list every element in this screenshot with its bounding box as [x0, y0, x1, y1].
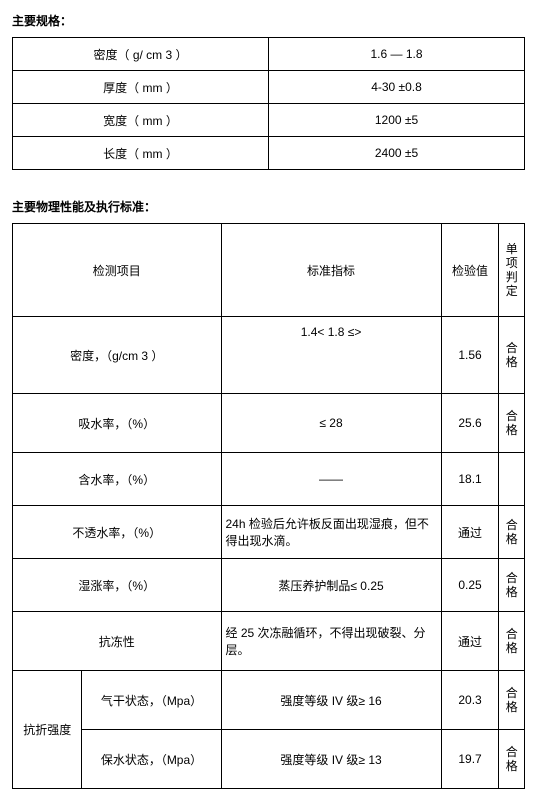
spec-section-title: 主要规格： [12, 12, 525, 29]
spec-label: 长度（ mm ） [13, 137, 269, 170]
perf-item: 吸水率，（%） [13, 394, 222, 453]
perf-std: —— [221, 453, 441, 506]
header-item: 检测项目 [13, 224, 222, 317]
perf-item: 保水状态，（Mpa） [82, 730, 221, 789]
table-row: 含水率，（%） —— 18.1 [13, 453, 525, 506]
table-row: 吸水率，（%） ≤ 28 25.6 合格 [13, 394, 525, 453]
perf-std: 1.4< 1.8 ≤> [221, 317, 441, 394]
perf-std: 强度等级 IV 级≥ 16 [221, 671, 441, 730]
perf-val: 通过 [441, 506, 499, 559]
table-row: 密度，（g/cm 3 ） 1.4< 1.8 ≤> 1.56 合格 [13, 317, 525, 394]
perf-judge: 合格 [499, 671, 525, 730]
spec-value: 1200 ±5 [269, 104, 525, 137]
spec-value: 4-30 ±0.8 [269, 71, 525, 104]
perf-judge: 合格 [499, 730, 525, 789]
perf-std: 经 25 次冻融循环，不得出现破裂、分层。 [221, 612, 441, 671]
perf-std: 24h 检验后允许板反面出现湿痕，但不得出现水滴。 [221, 506, 441, 559]
perf-judge [499, 453, 525, 506]
header-judge: 单项判定 [499, 224, 525, 317]
table-row: 长度（ mm ） 2400 ±5 [13, 137, 525, 170]
table-row: 密度（ g/ cm 3 ） 1.6 — 1.8 [13, 38, 525, 71]
table-row: 湿涨率，（%） 蒸压养护制品≤ 0.25 0.25 合格 [13, 559, 525, 612]
table-row: 不透水率，（%） 24h 检验后允许板反面出现湿痕，但不得出现水滴。 通过 合格 [13, 506, 525, 559]
perf-judge: 合格 [499, 394, 525, 453]
perf-val: 1.56 [441, 317, 499, 394]
spec-value: 1.6 — 1.8 [269, 38, 525, 71]
perf-item: 密度，（g/cm 3 ） [13, 317, 222, 394]
table-header-row: 检测项目 标准指标 检验值 单项判定 [13, 224, 525, 317]
table-row: 抗冻性 经 25 次冻融循环，不得出现破裂、分层。 通过 合格 [13, 612, 525, 671]
perf-std: ≤ 28 [221, 394, 441, 453]
perf-val: 25.6 [441, 394, 499, 453]
perf-val: 通过 [441, 612, 499, 671]
perf-judge: 合格 [499, 612, 525, 671]
table-row: 厚度（ mm ） 4-30 ±0.8 [13, 71, 525, 104]
perf-val: 19.7 [441, 730, 499, 789]
perf-val: 18.1 [441, 453, 499, 506]
perf-section-title: 主要物理性能及执行标准： [12, 198, 525, 215]
perf-judge: 合格 [499, 506, 525, 559]
perf-std: 强度等级 IV 级≥ 13 [221, 730, 441, 789]
perf-item: 气干状态，（Mpa） [82, 671, 221, 730]
spec-label: 厚度（ mm ） [13, 71, 269, 104]
spec-value: 2400 ±5 [269, 137, 525, 170]
perf-judge: 合格 [499, 559, 525, 612]
perf-std: 蒸压养护制品≤ 0.25 [221, 559, 441, 612]
perf-item: 抗冻性 [13, 612, 222, 671]
table-row: 保水状态，（Mpa） 强度等级 IV 级≥ 13 19.7 合格 [13, 730, 525, 789]
perf-item: 不透水率，（%） [13, 506, 222, 559]
perf-item: 湿涨率，（%） [13, 559, 222, 612]
perf-item: 含水率，（%） [13, 453, 222, 506]
perf-group: 抗折强度 [13, 671, 82, 789]
spec-table: 密度（ g/ cm 3 ） 1.6 — 1.8 厚度（ mm ） 4-30 ±0… [12, 37, 525, 170]
header-val: 检验值 [441, 224, 499, 317]
spec-label: 宽度（ mm ） [13, 104, 269, 137]
perf-table: 检测项目 标准指标 检验值 单项判定 密度，（g/cm 3 ） 1.4< 1.8… [12, 223, 525, 789]
perf-judge: 合格 [499, 317, 525, 394]
perf-val: 20.3 [441, 671, 499, 730]
table-row: 抗折强度 气干状态，（Mpa） 强度等级 IV 级≥ 16 20.3 合格 [13, 671, 525, 730]
table-row: 宽度（ mm ） 1200 ±5 [13, 104, 525, 137]
header-std: 标准指标 [221, 224, 441, 317]
spec-label: 密度（ g/ cm 3 ） [13, 38, 269, 71]
perf-val: 0.25 [441, 559, 499, 612]
